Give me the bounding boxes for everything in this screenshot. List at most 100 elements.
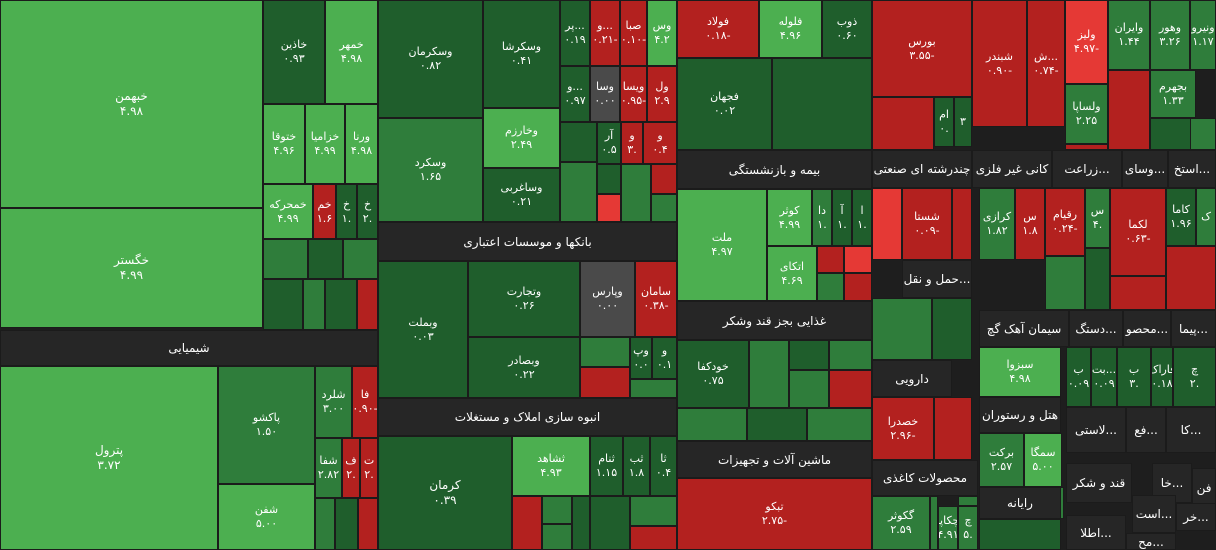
tile-change-percent: ۰.۰۹: [1067, 377, 1090, 390]
treemap-tile-unlabeled: [807, 408, 872, 441]
sector-header: کا...: [1166, 407, 1216, 453]
treemap-tile-unlabeled: [958, 496, 978, 506]
tile-symbol: اتکای: [779, 259, 805, 273]
tile-change-percent: ۰.۹۷: [564, 94, 586, 107]
treemap-tile: شبندر ۰.۹۰-: [972, 0, 1027, 127]
treemap-tile: س ۱.۸: [1015, 188, 1045, 260]
tile-symbol: س: [1023, 210, 1037, 224]
tile-symbol: برکت: [988, 446, 1015, 460]
treemap-tile-unlabeled: [979, 519, 1061, 550]
tile-symbol: خزامیا: [310, 130, 340, 144]
treemap-tile-unlabeled: [263, 239, 308, 279]
treemap-tile: ثشاهد ۴.۹۳: [512, 436, 590, 496]
treemap-tile: وایران ۱.۴۴: [1108, 0, 1150, 70]
sector-header: اطلا...: [1066, 515, 1126, 550]
treemap-tile-unlabeled: [844, 246, 872, 273]
tile-change-percent: ۴.۹۳: [540, 466, 562, 479]
sector-header: هتل و رستوران: [979, 397, 1061, 433]
treemap-tile-unlabeled: [1045, 256, 1085, 310]
tile-change-percent: ۴.۹۹: [277, 211, 299, 225]
tile-symbol: شفا: [319, 454, 338, 468]
treemap-tile: پر... ۰.۱۹: [560, 0, 590, 66]
treemap-tile-unlabeled: [1166, 246, 1216, 310]
tile-symbol: دا: [818, 203, 826, 217]
treemap-tile: چ ۲.: [1173, 347, 1216, 407]
treemap-tile: وبصادر ۰.۲۲: [468, 337, 580, 398]
treemap-tile-unlabeled: [747, 408, 807, 441]
tile-change-percent: ۰.۱۹: [564, 33, 586, 46]
tile-symbol: ختوقا: [271, 130, 297, 144]
tile-change-percent: ۴.۹۹: [314, 144, 336, 157]
tile-symbol: سامان: [641, 285, 671, 299]
tile-symbol: ت: [363, 454, 375, 468]
treemap-tile: وپ ۰.۰: [630, 337, 652, 379]
sector-header: مح...: [1126, 533, 1176, 550]
tile-symbol: رقیام: [1052, 208, 1078, 222]
tile-change-percent: ۲.: [364, 468, 374, 481]
treemap-tile-unlabeled: [358, 498, 378, 550]
treemap-tile: وسا ۰.۰۰: [590, 66, 620, 122]
treemap-tile: رقیام ۰.۲۴-: [1045, 188, 1085, 256]
tile-symbol: وساغربی: [500, 181, 543, 195]
treemap-tile: ت ۲.: [360, 438, 378, 498]
tile-change-percent: ۲.۸۲: [317, 468, 340, 481]
treemap-tile: ف ۲.: [342, 438, 360, 498]
tile-symbol: بت...: [1091, 363, 1117, 377]
tile-change-percent: ۱.۱۷: [1192, 35, 1214, 48]
treemap-tile-unlabeled: [542, 496, 572, 524]
treemap-tile: خ ۱.: [336, 184, 357, 239]
treemap-tile-unlabeled: [934, 397, 972, 460]
tile-change-percent: ۴.۹۹: [119, 268, 144, 282]
tile-symbol: خ: [342, 197, 351, 211]
tile-symbol: کاما: [1172, 203, 1190, 217]
treemap-tile: ملت ۴.۹۷: [677, 189, 767, 301]
treemap-tile: ختوقا ۴.۹۶: [263, 104, 305, 184]
tile-change-percent: ۳.۷۲: [97, 458, 121, 472]
sector-header: دستگ...: [1069, 310, 1123, 347]
tile-symbol: وخارزم: [505, 124, 538, 138]
treemap-tile-unlabeled: [772, 58, 872, 150]
treemap-tile: گکوثر ۲.۵۹: [872, 496, 930, 550]
tile-change-percent: ۲.: [362, 211, 373, 225]
tile-symbol: چ: [964, 514, 972, 528]
tile-symbol: وپ: [633, 344, 649, 358]
tile-change-percent: ۴.: [1092, 218, 1103, 231]
tile-change-percent: ۱.۶۵: [419, 170, 442, 183]
tile-symbol: ش...: [1034, 49, 1058, 63]
tile-symbol: فلوله: [778, 15, 803, 29]
tile-change-percent: ۰.۹۵-: [620, 94, 647, 107]
treemap-tile-unlabeled: [1110, 276, 1166, 310]
tile-change-percent: ۰.۱۸: [1151, 377, 1173, 390]
tile-symbol: و...: [597, 19, 613, 33]
tile-symbol: ف: [345, 454, 357, 468]
tile-change-percent: ۲.: [346, 468, 356, 481]
tile-symbol: تبکو: [765, 500, 784, 514]
tile-change-percent: ۱.۶: [316, 211, 333, 225]
tile-change-percent: ۱.: [341, 211, 352, 225]
tile-change-percent: ۳.: [1129, 377, 1139, 390]
treemap-tile: ولساپا ۲.۲۵: [1065, 84, 1108, 144]
tile-symbol: پاکشو: [252, 411, 281, 425]
tile-change-percent: ۰.۲۴-: [1052, 222, 1078, 235]
tile-symbol: بجهرم: [1158, 80, 1188, 94]
tile-symbol: فجهان: [710, 90, 739, 104]
treemap-tile: و ۰.۱: [652, 337, 677, 379]
treemap-tile-unlabeled: [335, 498, 358, 550]
tile-change-percent: ۰.۳۹: [433, 493, 457, 507]
treemap-tile-unlabeled: [829, 370, 872, 408]
treemap-tile: خزامیا ۴.۹۹: [305, 104, 345, 184]
treemap-tile-unlabeled: [932, 298, 972, 360]
sector-header: محصولات کاغذی: [872, 460, 978, 496]
tile-change-percent: ۰.۰۰: [594, 94, 616, 107]
treemap-tile: خمحرکه ۴.۹۹: [263, 184, 313, 239]
tile-change-percent: ۲.۷۵-: [761, 514, 788, 527]
tile-symbol: فاراک: [1152, 363, 1172, 377]
tile-change-percent: ۰.۷۴-: [1033, 63, 1059, 77]
tile-change-percent: ۰.۰: [633, 358, 649, 371]
treemap-tile-unlabeled: [789, 370, 829, 408]
tile-change-percent: ۰.۲۲: [513, 367, 535, 381]
tile-change-percent: ۰.۹۳: [283, 52, 305, 65]
treemap-tile: ورنا ۴.۹۸: [345, 104, 378, 184]
tile-symbol: سمگا: [1030, 446, 1056, 460]
treemap-tile: برکت ۲.۵۷: [979, 433, 1024, 487]
